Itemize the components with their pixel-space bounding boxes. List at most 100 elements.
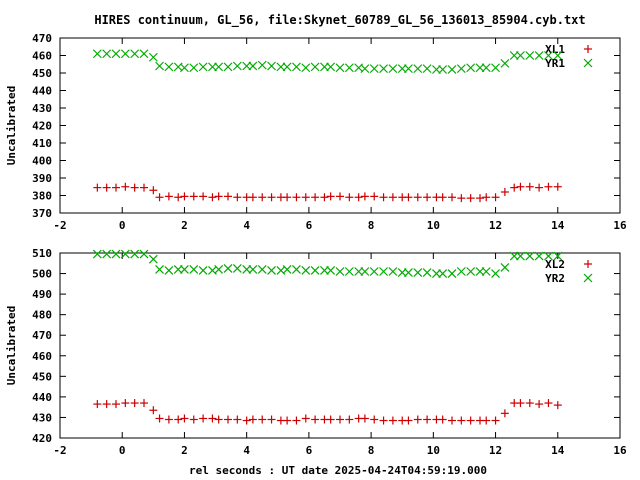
x-tick-label: -2: [53, 219, 66, 232]
legend-marker: [584, 260, 592, 268]
data-point: [301, 63, 311, 73]
data-point: [500, 262, 510, 272]
panel-top: -2 0 2 4 6 8 10 12 14 16 370 380 390 400 410 420 430 440 4…: [5, 32, 627, 232]
data-point: [224, 192, 232, 201]
data-point: [448, 193, 456, 202]
data-point: [148, 52, 158, 62]
data-point: [320, 266, 329, 275]
data-point: [248, 61, 258, 71]
data-point: [189, 192, 198, 201]
data-point: [500, 409, 509, 418]
data-point: [120, 249, 130, 259]
data-point: [232, 61, 242, 71]
x-tick-label: 4: [243, 219, 250, 232]
data-point: [282, 265, 292, 274]
data-point: [180, 192, 189, 201]
data-point: [388, 193, 397, 202]
x-tick-label: 8: [368, 444, 375, 457]
data-point: [92, 249, 102, 259]
x-tick-label: 14: [551, 444, 565, 457]
data-point: [102, 249, 112, 259]
data-point: [456, 64, 466, 74]
data-point: [388, 64, 398, 74]
data-point: [326, 192, 335, 201]
data-point: [438, 269, 448, 278]
data-point: [379, 64, 388, 74]
data-point: [301, 193, 310, 202]
data-point: [388, 267, 398, 276]
data-point: [130, 249, 140, 259]
data-point: [320, 193, 329, 202]
data-point: [155, 265, 164, 274]
data-point: [475, 63, 485, 73]
data-point: [447, 269, 457, 278]
data-point: [369, 267, 379, 276]
data-point: [509, 51, 519, 60]
x-tick-label: 12: [489, 219, 502, 232]
data-point: [214, 62, 224, 72]
data-point: [283, 416, 292, 425]
data-point: [180, 265, 189, 274]
data-point: [267, 61, 276, 71]
data-point: [379, 416, 388, 425]
data-point: [257, 265, 267, 274]
data-point: [102, 183, 111, 192]
y-tick-label: 450: [32, 370, 52, 383]
data-point: [155, 193, 164, 202]
data-point: [370, 415, 379, 424]
data-point: [214, 265, 224, 274]
data-point: [553, 182, 562, 191]
data-point: [516, 51, 525, 60]
data-point: [476, 194, 484, 203]
data-point: [233, 415, 242, 424]
y-tick-label: 440: [32, 85, 52, 98]
data-point: [553, 251, 563, 261]
data-point: [516, 182, 525, 191]
y-tick-label: 480: [32, 309, 52, 322]
data-point: [354, 193, 363, 202]
data-point: [242, 61, 252, 71]
x-tick-label: 4: [243, 444, 250, 457]
data-point: [311, 415, 320, 424]
data-point: [422, 268, 432, 277]
y-tick-label: 370: [32, 207, 52, 220]
data-point: [198, 62, 208, 72]
data-point: [448, 416, 456, 425]
legend-label: YR2: [545, 272, 565, 285]
data-point: [438, 415, 447, 424]
data-point: [481, 267, 491, 276]
data-point: [148, 254, 158, 264]
data-point: [223, 263, 233, 273]
y-tick-label: 440: [32, 391, 52, 404]
data-point: [223, 62, 233, 72]
y-tick-label: 470: [32, 329, 52, 342]
data-point: [112, 400, 120, 409]
data-point: [282, 62, 292, 72]
data-point: [248, 193, 257, 202]
data-point: [438, 65, 448, 74]
data-point: [224, 415, 232, 424]
y-tick-label: 460: [32, 350, 52, 363]
data-point: [120, 49, 130, 59]
data-point: [112, 183, 120, 192]
data-point: [130, 183, 139, 192]
data-point: [111, 49, 121, 59]
data-point: [189, 415, 198, 424]
data-point: [525, 51, 535, 60]
data-point: [267, 266, 276, 275]
data-point: [516, 251, 525, 261]
data-point: [248, 415, 257, 424]
data-point: [413, 415, 422, 424]
data-point: [379, 267, 388, 276]
data-point: [482, 193, 491, 202]
data-point: [335, 267, 345, 276]
y-tick-label: 430: [32, 411, 52, 424]
data-point: [258, 415, 267, 424]
data-point: [510, 183, 519, 192]
data-point: [174, 193, 183, 202]
x-axis-label: rel seconds : UT date 2025-04-24T04:59:1…: [189, 464, 487, 477]
y-tick-label: 490: [32, 288, 52, 301]
data-point: [335, 63, 345, 73]
data-point: [292, 62, 301, 72]
